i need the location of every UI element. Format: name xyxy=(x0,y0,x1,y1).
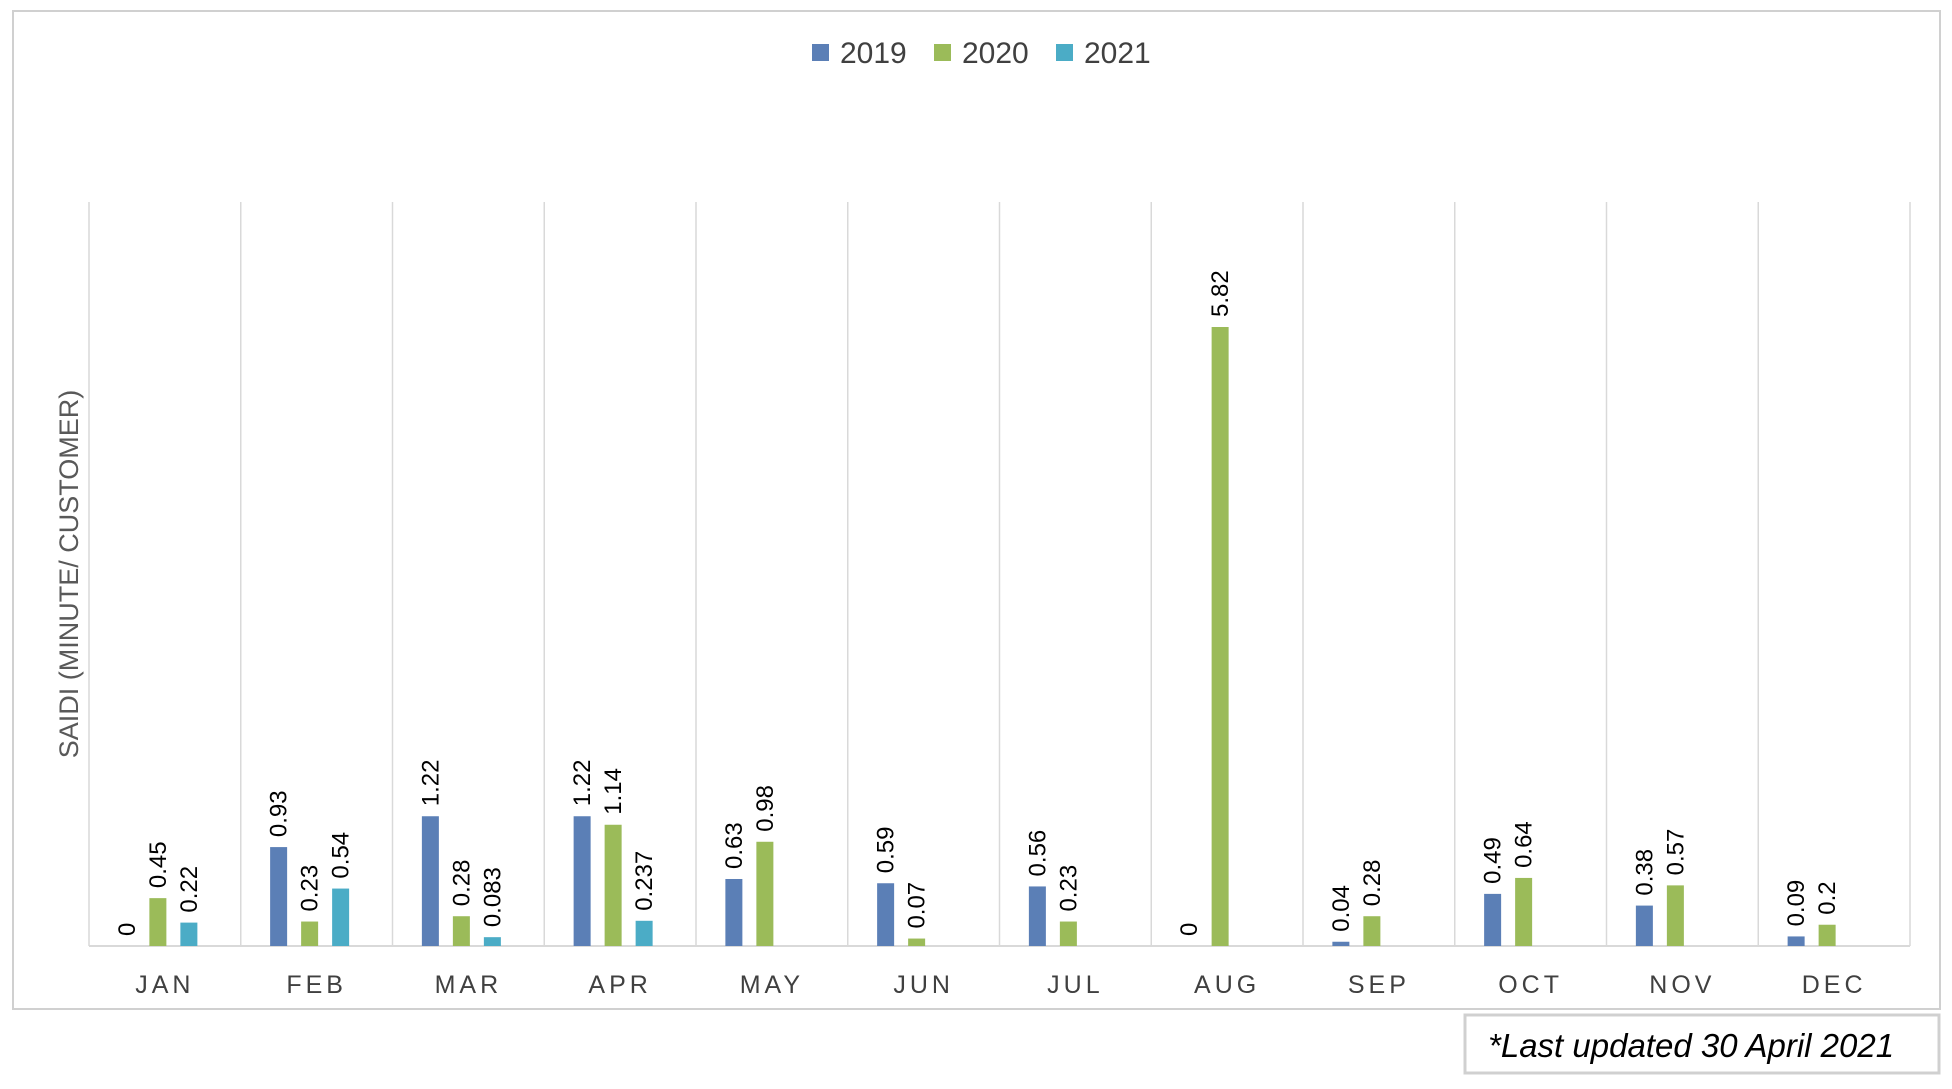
x-tick-label-sep: SEP xyxy=(1348,971,1410,999)
data-label-2021-feb: 0.54 xyxy=(328,832,355,879)
data-labels: 00.931.22 1.220.63 0.59 0.560 0.040.49 0.380.… xyxy=(114,270,1841,936)
x-tick-label-mar: MAR xyxy=(435,971,503,999)
data-label-2019-mar: 1.22 xyxy=(417,760,444,807)
x-tick-label-jan: JAN xyxy=(135,971,194,999)
bar-2019-oct xyxy=(1484,893,1502,946)
legend-label-2020: 2020 xyxy=(962,37,1029,70)
bar-2021-apr xyxy=(635,920,653,946)
x-tick-label-jun: JUN xyxy=(893,971,954,999)
bar-2019-sep xyxy=(1332,941,1350,946)
data-label-2020-nov: 0.57 xyxy=(1662,829,1689,876)
bar-2019-feb xyxy=(270,847,288,946)
x-tick-label-apr: APR xyxy=(588,971,651,999)
bar-2020-apr xyxy=(604,824,622,946)
x-tick-label-jul: JUL xyxy=(1047,971,1103,999)
bar-2019-nov xyxy=(1635,905,1653,946)
bar-2020-mar xyxy=(452,916,470,946)
data-label-2019-jun: 0.59 xyxy=(873,827,900,874)
bar-2020-dec xyxy=(1818,924,1836,946)
data-label-2019-dec: 0.09 xyxy=(1783,880,1810,927)
y-axis-title: SAIDI (MINUTE/ CUSTOMER) xyxy=(54,390,84,759)
legend-label-2019: 2019 xyxy=(840,37,907,70)
bar-2019-may xyxy=(725,878,743,946)
bar-2021-feb xyxy=(332,888,350,946)
bar-2019-jul xyxy=(1028,886,1046,946)
data-label-2019-nov: 0.38 xyxy=(1631,849,1658,896)
data-label-2019-aug: 0 xyxy=(1176,923,1203,936)
legend-label-2021: 2021 xyxy=(1084,37,1151,70)
bar-2019-mar xyxy=(421,816,439,946)
data-label-2020-sep: 0.28 xyxy=(1359,860,1386,907)
legend-swatch-2019 xyxy=(812,44,829,61)
bar-2020-feb xyxy=(301,921,319,946)
bar-2020-jul xyxy=(1059,921,1077,946)
bars xyxy=(149,327,1836,946)
data-label-2019-oct: 0.49 xyxy=(1480,837,1507,884)
data-label-2019-sep: 0.04 xyxy=(1328,885,1355,932)
bar-2019-jun xyxy=(877,883,895,946)
bar-2020-jun xyxy=(908,938,926,946)
bar-2020-sep xyxy=(1363,916,1381,946)
x-tick-label-dec: DEC xyxy=(1802,971,1867,999)
bar-2020-jan xyxy=(149,898,167,946)
data-label-2020-jul: 0.23 xyxy=(1055,865,1082,912)
bar-2019-dec xyxy=(1787,936,1805,946)
bar-2020-oct xyxy=(1515,877,1533,946)
data-label-2020-may: 0.98 xyxy=(752,785,779,832)
data-label-2020-jan: 0.45 xyxy=(145,841,172,888)
data-label-2019-feb: 0.93 xyxy=(266,790,293,837)
data-label-2020-oct: 0.64 xyxy=(1511,821,1538,868)
x-axis-ticks: JAN FEB MAR APR MAY JUN JUL AUG SEP OCT NOV DEC xyxy=(135,971,1867,999)
data-label-2020-jun: 0.07 xyxy=(904,882,931,929)
x-tick-label-aug: AUG xyxy=(1194,971,1260,999)
data-label-2020-feb: 0.23 xyxy=(297,865,324,912)
chart-frame xyxy=(12,10,1941,1010)
data-label-2019-jul: 0.56 xyxy=(1024,830,1051,877)
bar-2021-mar xyxy=(483,937,501,946)
legend-swatch-2020 xyxy=(934,44,951,61)
bar-2020-aug xyxy=(1211,327,1229,946)
data-label-2019-jan: 0 xyxy=(114,923,141,936)
legend-swatch-2021 xyxy=(1056,44,1073,61)
data-label-2019-apr: 1.22 xyxy=(569,760,596,807)
data-label-2020-dec: 0.2 xyxy=(1814,881,1841,914)
bar-2021-jan xyxy=(180,922,198,946)
note-box xyxy=(1463,1013,1941,1075)
x-tick-label-oct: OCT xyxy=(1498,971,1563,999)
data-label-2020-apr: 1.14 xyxy=(600,768,627,815)
bar-2019-apr xyxy=(573,816,591,946)
bar-2020-may xyxy=(756,841,774,946)
legend: 2019 2020 2021 xyxy=(812,37,1151,70)
gridlines xyxy=(88,202,1911,947)
x-tick-label-may: MAY xyxy=(740,971,804,999)
data-label-2019-may: 0.63 xyxy=(721,822,748,869)
x-tick-label-nov: NOV xyxy=(1649,971,1715,999)
x-tick-label-feb: FEB xyxy=(286,971,347,999)
data-label-2020-mar: 0.28 xyxy=(448,860,475,907)
bar-2020-nov xyxy=(1666,885,1684,946)
data-label-2021-jan: 0.22 xyxy=(176,866,203,913)
data-label-2020-aug: 5.82 xyxy=(1207,270,1234,317)
last-updated-note: *Last updated 30 April 2021 xyxy=(1488,1027,1894,1064)
data-label-2021-mar: 0.083 xyxy=(479,867,506,927)
data-label-2021-apr: 0.237 xyxy=(631,851,658,911)
